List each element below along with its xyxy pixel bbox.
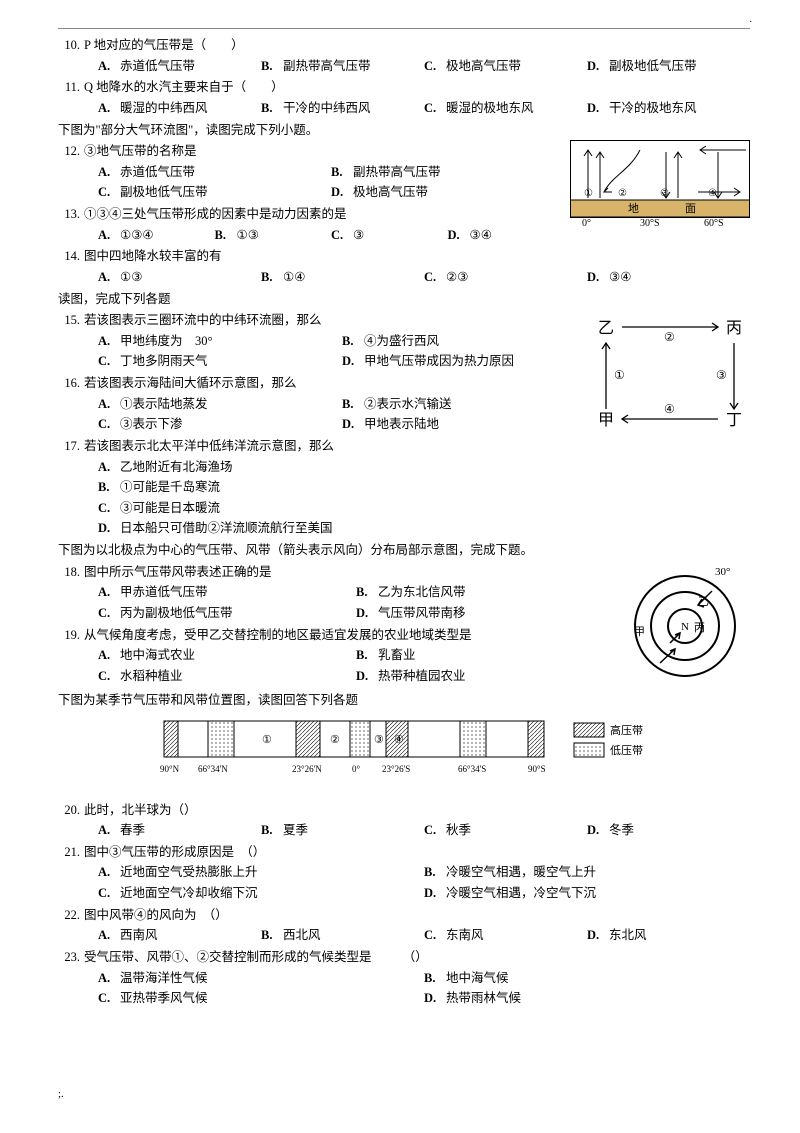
- opt-A: A.赤道低气压带: [98, 56, 261, 77]
- svg-text:丁: 丁: [726, 412, 742, 429]
- svg-text:甲: 甲: [634, 626, 645, 638]
- fig1-ground: 地: [628, 202, 639, 215]
- svg-text:0°: 0°: [582, 218, 591, 228]
- q22: 22.图中风带④的风向为 （）: [58, 905, 750, 926]
- q15-options: A.甲地纬度为 30° B.④为盛行西风 C.丁地多阴雨天气 D.甲地气压带成因…: [58, 331, 586, 372]
- q23-options: A.温带海洋性气候 B.地中海气候 C.亚热带季风气候 D.热带雨林气候: [58, 968, 750, 1009]
- svg-text:②: ②: [330, 734, 340, 746]
- q19-options: A.地中海式农业 B.乳畜业 C.水稻种植业 D.热带种植园农业: [58, 645, 614, 686]
- q21-options: A.近地面空气受热膨胀上升 B.冷暖空气相遇，暖空气上升 C.近地面空气冷却收缩…: [58, 862, 750, 903]
- opt-B: B.副热带高气压带: [261, 56, 424, 77]
- q20-options: A.春季 B.夏季 C.秋季 D.冬季: [58, 820, 750, 841]
- q-number: 10.: [58, 35, 84, 56]
- figure-1: 地 面 ① ② ③ ④ 0° 30°S 60°S: [570, 140, 750, 235]
- q-number: 11.: [58, 77, 84, 98]
- q22-options: A.西南风 B.西北风 C.东南风 D.东北风: [58, 925, 750, 946]
- q16: 16.若该图表示海陆间大循环示意图，那么: [58, 373, 586, 394]
- opt-A: A.暖湿的中纬西风: [98, 98, 261, 119]
- svg-text:①: ①: [262, 734, 272, 746]
- svg-text:66°34'N: 66°34'N: [198, 764, 228, 774]
- q-text: Q 地降水的水汽主要来自于（ ）: [84, 77, 750, 98]
- q14: 14.图中四地降水较丰富的有: [58, 246, 750, 267]
- q18: 18.图中所示气压带风带表述正确的是: [58, 562, 614, 583]
- svg-text:丙: 丙: [726, 320, 742, 337]
- q17: 17.若该图表示北太平洋中低纬洋流示意图，那么: [58, 436, 586, 457]
- q17-options: A.乙地附近有北海渔场 B.①可能是千岛寒流 C.③可能是日本暖流 D.日本船只…: [58, 457, 750, 540]
- opt-D: D.干冷的极地东风: [587, 98, 750, 119]
- intro-18: 下图为以北极点为中心的气压带、风带（箭头表示风向）分布局部示意图，完成下题。: [58, 540, 750, 561]
- svg-text:④: ④: [708, 188, 717, 199]
- q11-options: A.暖湿的中纬西风 B.干冷的中纬西风 C.暖湿的极地东风 D.干冷的极地东风: [58, 98, 750, 119]
- q12: 12.③地气压带的名称是: [58, 141, 564, 162]
- opt-D: D.副极地低气压带: [587, 56, 750, 77]
- svg-text:23°26'S: 23°26'S: [382, 764, 410, 774]
- corner-mark: .: [750, 12, 753, 29]
- svg-text:90°S: 90°S: [528, 764, 546, 774]
- figure-2: 乙 丙 甲 丁 ② ① ③ ④: [592, 313, 750, 440]
- footer-mark: ;.: [58, 1085, 64, 1103]
- opt-B: B.干冷的中纬西风: [261, 98, 424, 119]
- intro-20: 下图为某季节气压带和风带位置图，读图回答下列各题: [58, 690, 750, 711]
- q13: 13.①③④三处气压带形成的因素中是动力因素的是: [58, 204, 564, 225]
- svg-text:30°S: 30°S: [640, 218, 660, 228]
- svg-text:③: ③: [660, 188, 669, 199]
- intro-15: 读图，完成下列各题: [58, 289, 750, 310]
- q13-options: A.①③④ B.①③ C.③ D.③④: [58, 225, 564, 246]
- svg-text:高压带: 高压带: [610, 723, 643, 737]
- svg-text:60°S: 60°S: [704, 218, 724, 228]
- q-text: P 地对应的气压带是（ ）: [84, 35, 750, 56]
- svg-text:④: ④: [394, 734, 404, 746]
- svg-text:丙: 丙: [694, 622, 705, 634]
- svg-text:面: 面: [685, 203, 696, 215]
- svg-text:低压带: 低压带: [610, 744, 643, 757]
- intro-12: 下图为"部分大气环流图"，读图完成下列小题。: [58, 120, 750, 141]
- svg-text:23°26'N: 23°26'N: [292, 764, 322, 774]
- svg-text:0°: 0°: [352, 764, 361, 774]
- q14-options: A.①③ B.①④ C.②③ D.③④: [58, 267, 750, 288]
- svg-text:④: ④: [664, 402, 675, 416]
- q11: 11. Q 地降水的水汽主要来自于（ ）: [58, 77, 750, 98]
- opt-C: C.暖湿的极地东风: [424, 98, 587, 119]
- svg-text:③: ③: [716, 368, 727, 382]
- top-rule: [58, 28, 750, 29]
- q19: 19.从气候角度考虑，受甲乙交替控制的地区最适宜发展的农业地域类型是: [58, 625, 614, 646]
- q16-options: A.①表示陆地蒸发 B.②表示水汽输送 C.③表示下渗 D.甲地表示陆地: [58, 394, 586, 435]
- svg-text:②: ②: [618, 188, 627, 199]
- q10: 10. P 地对应的气压带是（ ）: [58, 35, 750, 56]
- svg-text:30°: 30°: [715, 566, 730, 578]
- svg-text:②: ②: [664, 330, 675, 344]
- svg-text:③: ③: [374, 734, 384, 746]
- svg-text:乙: 乙: [598, 320, 614, 337]
- figure-3: 30° N 甲 乙 丙: [620, 563, 750, 690]
- q15: 15.若该图表示三圈环流中的中纬环流圈，那么: [58, 310, 586, 331]
- svg-text:90°N: 90°N: [160, 764, 180, 774]
- q18-options: A.甲赤道低气压带 B.乙为东北信风带 C.丙为副极地低气压带 D.气压带风带南…: [58, 582, 614, 623]
- q10-options: A.赤道低气压带 B.副热带高气压带 C.极地高气压带 D.副极地低气压带: [58, 56, 750, 77]
- figure-4: ① ② ③ ④ 90°N 66°34'N 23°26'N 0° 23°26'S …: [58, 717, 750, 794]
- q21: 21.图中③气压带的形成原因是 （）: [58, 842, 750, 863]
- opt-C: C.极地高气压带: [424, 56, 587, 77]
- svg-text:①: ①: [584, 188, 593, 199]
- svg-text:甲: 甲: [598, 412, 614, 429]
- svg-text:①: ①: [614, 368, 625, 382]
- q12-options: A.赤道低气压带 B.副热带高气压带 C.副极地低气压带 D.极地高气压带: [58, 162, 564, 203]
- svg-text:N: N: [681, 621, 689, 633]
- q23: 23.受气压带、风带①、②交替控制而形成的气候类型是 （）: [58, 947, 750, 968]
- q20: 20.此时，北半球为（）: [58, 800, 750, 821]
- svg-text:66°34'S: 66°34'S: [458, 764, 486, 774]
